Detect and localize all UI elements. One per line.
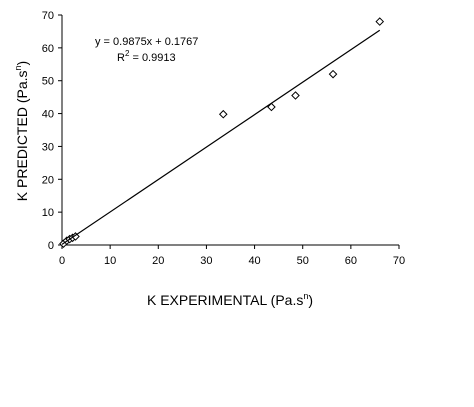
y-axis-label: K PREDICTED (Pa.sn) bbox=[13, 61, 30, 201]
data-point bbox=[375, 17, 385, 26]
x-tick-label: 70 bbox=[393, 255, 405, 267]
x-tick-label: 30 bbox=[200, 255, 212, 267]
x-tick-label: 0 bbox=[59, 255, 65, 267]
x-axis: 0 10 20 30 40 50 60 70 bbox=[59, 245, 405, 267]
x-tick-label: 60 bbox=[345, 255, 357, 267]
x-tick-label: 20 bbox=[152, 255, 164, 267]
x-tick-label: 50 bbox=[297, 255, 309, 267]
y-tick-label: 40 bbox=[42, 109, 54, 121]
data-point bbox=[218, 109, 228, 119]
data-point bbox=[291, 91, 300, 100]
r-squared-label: R2 = 0.9913 bbox=[117, 49, 176, 64]
x-axis-label: K EXPERIMENTAL (Pa.sn) bbox=[147, 291, 313, 308]
y-tick-label: 10 bbox=[42, 207, 54, 219]
data-point bbox=[328, 69, 338, 79]
y-tick-label: 60 bbox=[42, 43, 54, 55]
x-tick-label: 10 bbox=[104, 255, 116, 267]
trendline bbox=[61, 29, 381, 245]
x-tick-label: 40 bbox=[248, 255, 260, 267]
trendline-equation: y = 0.9875x + 0.1767 bbox=[95, 36, 198, 48]
y-tick-label: 30 bbox=[42, 141, 54, 153]
y-tick-label: 50 bbox=[42, 76, 54, 88]
y-tick-label: 20 bbox=[42, 174, 54, 186]
plot-area bbox=[61, 15, 399, 246]
data-point bbox=[267, 102, 276, 112]
y-tick-label: 70 bbox=[42, 10, 54, 22]
y-tick-label: 0 bbox=[48, 240, 54, 252]
y-axis: 0 10 20 30 40 50 60 70 bbox=[42, 10, 62, 252]
